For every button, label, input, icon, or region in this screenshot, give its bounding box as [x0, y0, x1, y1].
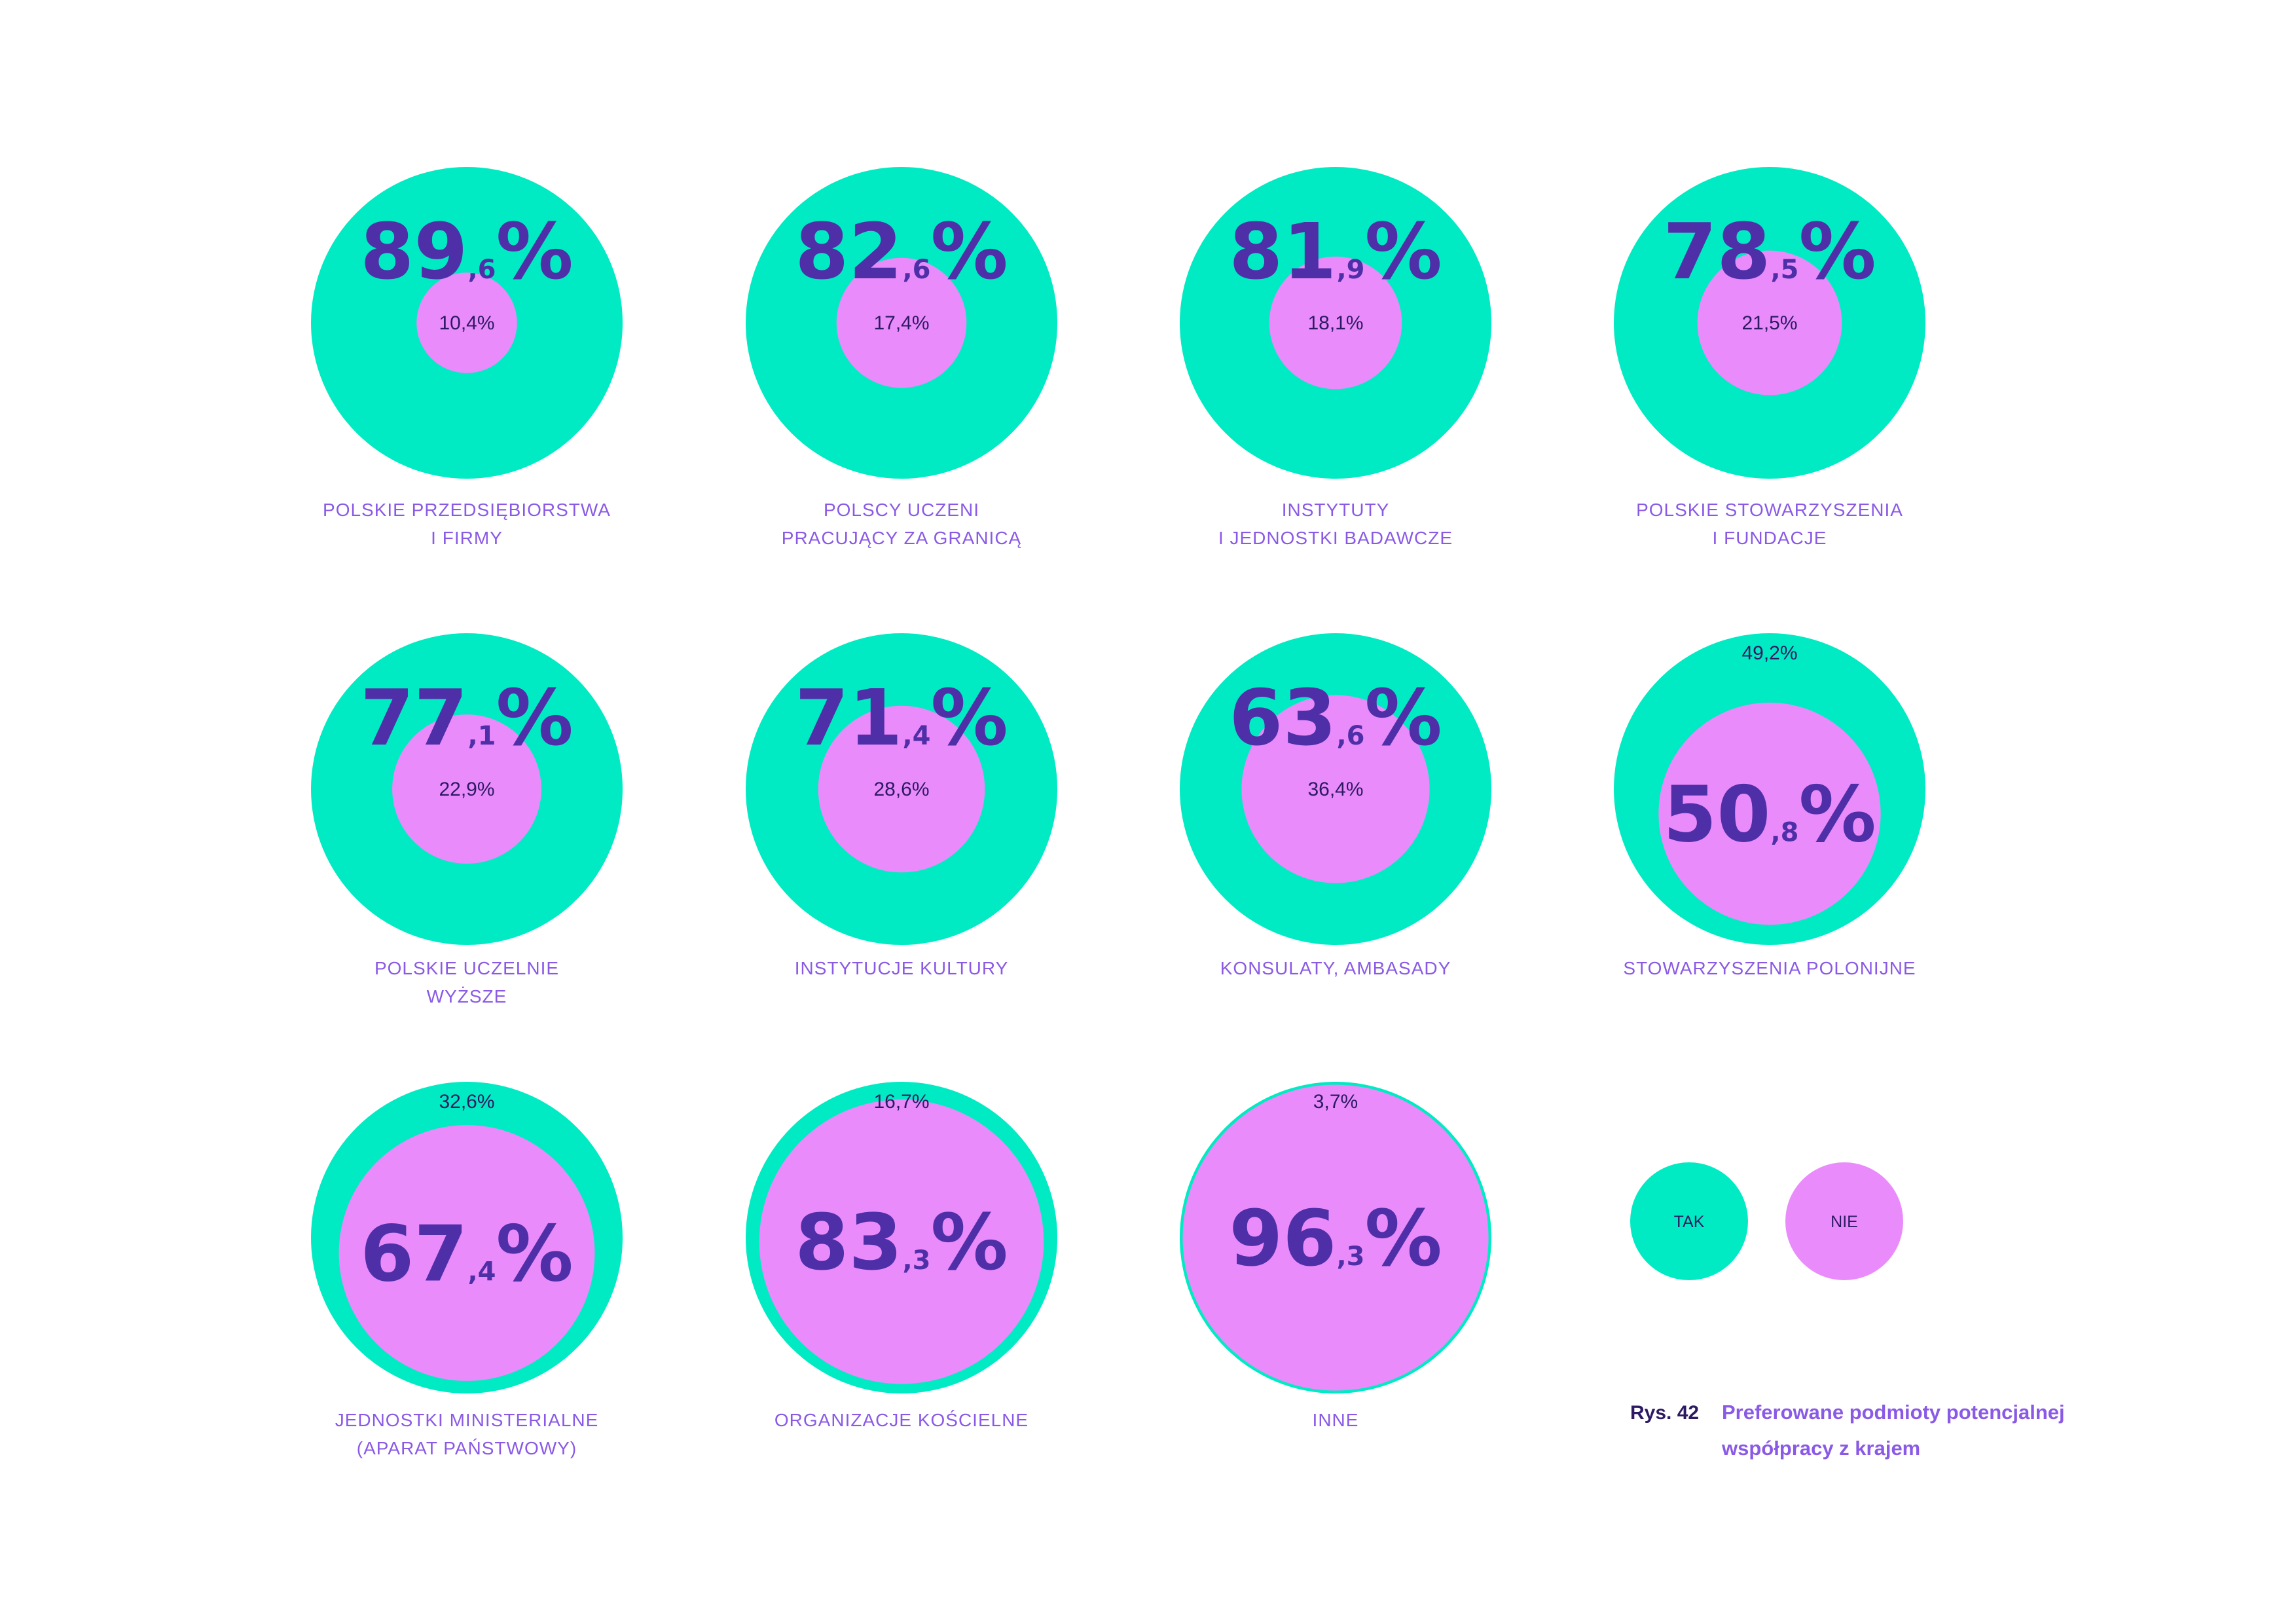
category-label-4-line-2: I FUNDACJE — [1713, 528, 1827, 548]
figure-number: Rys. 42 — [1630, 1402, 1699, 1424]
category-bubble-1: 89,6% 10,4% POLSKIE PRZEDSIĘBIORSTWA I FIRM… — [311, 167, 623, 548]
nie-circle — [1269, 256, 1402, 390]
category-label-3-line-2: I JEDNOSTKI BADAWCZE — [1218, 528, 1453, 548]
nie-circle — [1697, 250, 1842, 396]
category-label-2-line-1: POLSCY UCZENI — [824, 500, 979, 520]
category-label-4-line-1: POLSKIE STOWARZYSZENIA — [1636, 500, 1903, 520]
legend-tak-circle — [1630, 1162, 1748, 1280]
legend-nie-label: NIE — [1831, 1213, 1858, 1231]
nie-value-2: 17,4% — [873, 312, 929, 334]
category-bubble-4: 78,5% 21,5% POLSKIE STOWARZYSZENIA I FUNDAC… — [1614, 167, 1925, 548]
category-label-2-line-2: PRACUJĄCY ZA GRANICĄ — [782, 528, 1021, 548]
nie-circle — [1182, 1084, 1489, 1391]
nie-circle — [1658, 702, 1881, 925]
nie-value-5: 22,9% — [439, 779, 494, 800]
category-bubble-8: 49,2% 50,8% STOWARZYSZENIA POLONIJNE — [1614, 633, 1925, 978]
legend: TAK NIE — [1630, 1162, 1903, 1280]
category-label-10-line-1: ORGANIZACJE KOŚCIELNE — [774, 1409, 1029, 1430]
category-label-9-line-1: JEDNOSTKI MINISTERIALNE — [335, 1410, 599, 1430]
tak-value-1: 89,6% — [360, 206, 573, 297]
category-bubble-6: 71,4% 28,6% INSTYTUCJE KULTURY — [746, 633, 1057, 978]
tak-value-9: 32,6% — [439, 1091, 494, 1113]
tak-value-8: 49,2% — [1741, 642, 1797, 664]
category-bubble-11: 3,7% 96,3% INNE — [1180, 1082, 1491, 1430]
legend-nie-circle — [1785, 1162, 1903, 1280]
nie-value-10: 83,3% — [795, 1197, 1008, 1287]
tak-value-6: 71,4% — [795, 673, 1008, 763]
tak-value-2: 82,6% — [795, 206, 1008, 297]
category-label-5-line-1: POLSKIE UCZELNIE — [374, 958, 559, 978]
nie-circle — [416, 272, 517, 373]
nie-value-6: 28,6% — [873, 779, 929, 800]
tak-value-7: 63,6% — [1229, 673, 1442, 763]
figure-title-line-1: Preferowane podmioty potencjalnej — [1722, 1401, 2065, 1424]
tak-value-4: 78,5% — [1663, 206, 1876, 297]
category-bubble-10: 16,7% 83,3% ORGANIZACJE KOŚCIELNE — [746, 1082, 1057, 1430]
category-bubble-2: 82,6% 17,4% POLSCY UCZENI PRACUJĄCY ZA GRAN… — [746, 167, 1057, 548]
nie-circle — [392, 714, 541, 864]
nie-circle — [338, 1125, 595, 1381]
tak-value-3: 81,9% — [1229, 206, 1442, 297]
nie-value-1: 10,4% — [439, 312, 494, 334]
nie-circle — [759, 1099, 1044, 1384]
category-label-11-line-1: INNE — [1313, 1410, 1359, 1430]
legend-tak-label: TAK — [1674, 1213, 1705, 1231]
tak-value-11: 3,7% — [1313, 1091, 1358, 1113]
nie-value-8: 50,8% — [1663, 769, 1876, 860]
category-label-6-line-1: INSTYTUCJE KULTURY — [795, 958, 1009, 978]
category-label-9-line-2: (APARAT PAŃSTWOWY) — [357, 1438, 577, 1458]
nie-value-4: 21,5% — [1741, 312, 1797, 334]
nie-circle — [1241, 695, 1430, 883]
category-label-5-line-2: WYŻSZE — [427, 986, 507, 1006]
category-bubble-7: 63,6% 36,4% KONSULATY, AMBASADY — [1180, 633, 1491, 978]
tak-value-10: 16,7% — [873, 1091, 929, 1113]
nie-circle — [836, 257, 967, 388]
nie-circle — [818, 705, 985, 873]
category-bubble-5: 77,1% 22,9% POLSKIE UCZELNIE WYŻSZE — [311, 633, 623, 1006]
nie-value-9: 67,4% — [360, 1208, 573, 1299]
category-label-8-line-1: STOWARZYSZENIA POLONIJNE — [1623, 958, 1916, 978]
category-bubble-9: 32,6% 67,4% JEDNOSTKI MINISTERIALNE (APARAT… — [311, 1082, 623, 1458]
category-label-7-line-1: KONSULATY, AMBASADY — [1220, 958, 1451, 978]
figure-caption: Rys. 42 Preferowane podmioty potencjalne… — [1630, 1401, 2065, 1460]
figure-title-line-2: współpracy z krajem — [1721, 1437, 1920, 1460]
category-label-1-line-2: I FIRMY — [431, 528, 503, 548]
category-bubble-3: 81,9% 18,1% INSTYTUTY I JEDNOSTKI BADAWCZE — [1180, 167, 1491, 548]
category-label-3-line-1: INSTYTUTY — [1282, 500, 1390, 520]
category-label-1-line-1: POLSKIE PRZEDSIĘBIORSTWA — [323, 500, 611, 520]
nie-value-3: 18,1% — [1307, 312, 1363, 334]
tak-value-5: 77,1% — [360, 673, 573, 763]
nie-value-11: 96,3% — [1229, 1193, 1442, 1283]
nie-value-7: 36,4% — [1307, 779, 1363, 800]
